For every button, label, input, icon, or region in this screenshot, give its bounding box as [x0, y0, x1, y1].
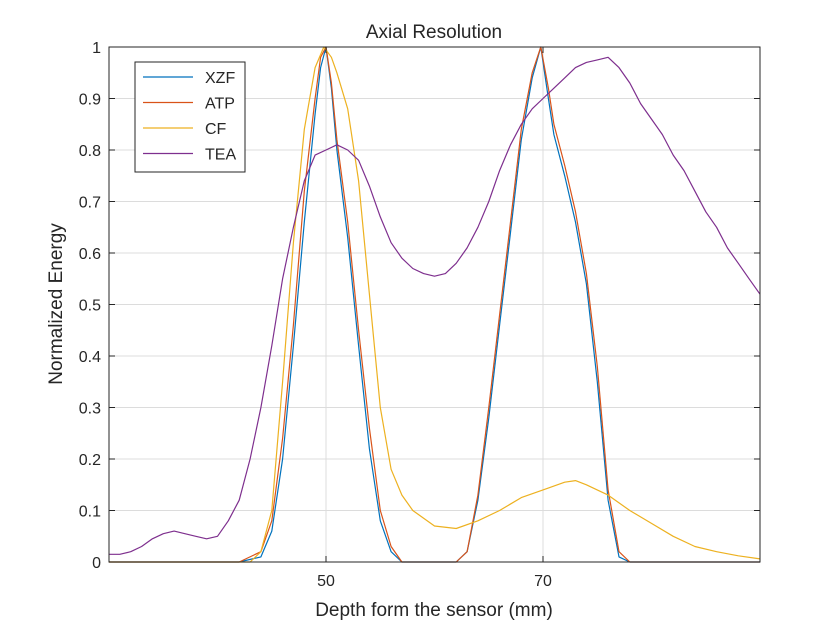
- axis-ticks: 0 0.1 0.2 0.3 0.4 0.5 0.6 0.7 0.8 0.9 1 50 70: [79, 40, 760, 590]
- legend-label-cf: CF: [205, 121, 227, 138]
- chart-title: Axial Resolution: [366, 22, 502, 43]
- x-tick-label: 70: [534, 573, 552, 590]
- series-line-tea: [109, 56, 761, 555]
- y-tick-label: 0.5: [79, 298, 101, 315]
- x-tick-label: 50: [317, 573, 335, 590]
- x-axis-title: Depth form the sensor (mm): [315, 600, 553, 621]
- legend: XZF ATP CF TEA: [134, 61, 246, 173]
- y-tick-label: 0: [92, 555, 101, 572]
- y-tick-label: 0.3: [79, 401, 101, 418]
- legend-label-atp: ATP: [205, 96, 235, 113]
- y-axis-title: Normalized Energy: [46, 223, 67, 385]
- y-tick-label: 0.7: [79, 195, 101, 212]
- y-tick-label: 0.1: [79, 504, 101, 521]
- legend-label-tea: TEA: [205, 147, 236, 164]
- y-tick-label: 0.4: [79, 349, 101, 366]
- y-tick-label: 1: [92, 40, 101, 57]
- series-line-cf: [109, 46, 761, 563]
- legend-label-xzf: XZF: [205, 70, 235, 87]
- y-tick-label: 0.9: [79, 92, 101, 109]
- y-tick-label: 0.6: [79, 246, 101, 263]
- y-tick-label: 0.8: [79, 143, 101, 160]
- y-tick-label: 0.2: [79, 452, 101, 469]
